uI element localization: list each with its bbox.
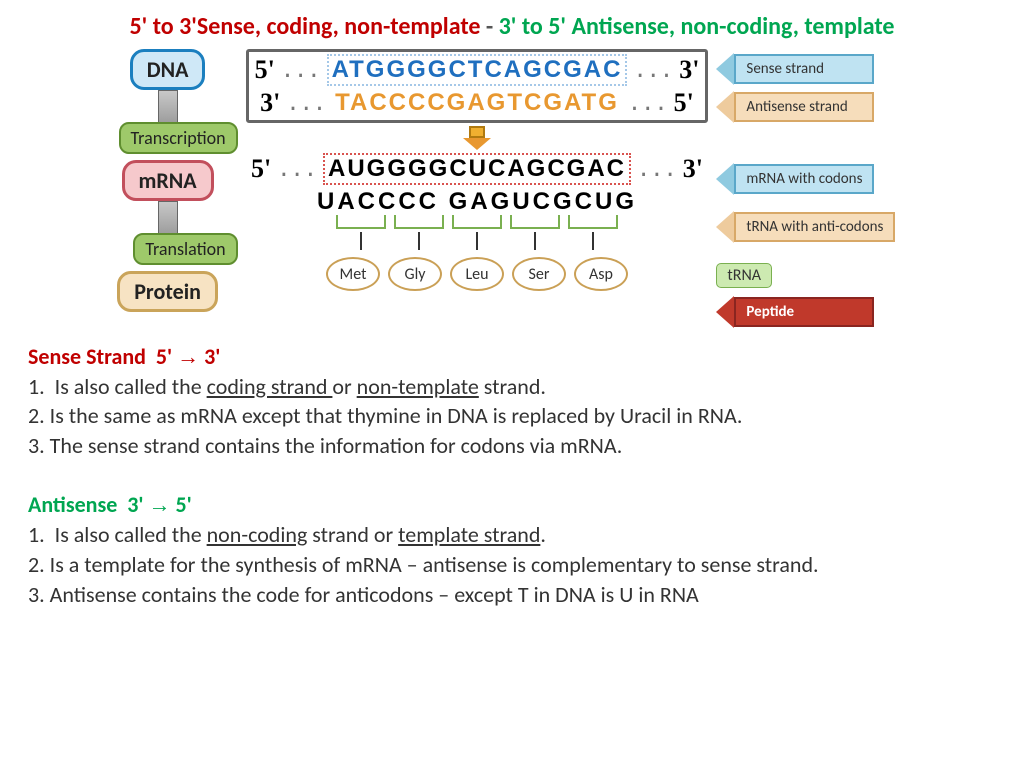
title-dash: - <box>480 12 498 41</box>
sequence-column: 5' ... ATGGGGCTCAGCGAC ... 3' 3' ... TAC… <box>246 49 709 291</box>
antisense-heading: Antisense 3' → 5' <box>28 490 996 520</box>
title-left: 5' to 3'Sense, coding, non-template <box>130 12 481 41</box>
amino-row: Met Gly Leu Ser Asp <box>326 257 628 291</box>
flow-column: DNA Transcription mRNA Translation Prote… <box>98 49 238 312</box>
mrna-sequence: AUGGGGCUCAGCGAC <box>323 153 631 185</box>
list-item: 1. Is also called the coding strand or n… <box>28 372 996 402</box>
legend-column: Sense strand Antisense strand mRNA with … <box>716 49 926 328</box>
antisense-sequence: TACCCCGAGTCGATG <box>332 89 622 117</box>
five-prime: 5' <box>255 55 275 85</box>
amino-acid: Leu <box>450 257 504 291</box>
stem-row <box>336 232 618 250</box>
antisense-strand-arrow: Antisense strand <box>716 91 874 123</box>
amino-acid: Asp <box>574 257 628 291</box>
amino-acid: Met <box>326 257 380 291</box>
list-item: 3. The sense strand contains the informa… <box>28 431 996 461</box>
list-item: 2. Is the same as mRNA except that thymi… <box>28 401 996 431</box>
three-prime: 3' <box>260 88 280 118</box>
protein-label: Protein <box>117 271 218 312</box>
trna-anticodons-arrow: tRNA with anti-codons <box>716 211 895 243</box>
five-prime: 5' <box>674 88 694 118</box>
diagram: DNA Transcription mRNA Translation Prote… <box>28 49 996 328</box>
peptide-arrow: Peptide <box>716 296 874 328</box>
list-item: 3. Antisense contains the code for antic… <box>28 580 996 610</box>
dna-strand-box: 5' ... ATGGGGCTCAGCGAC ... 3' 3' ... TAC… <box>246 49 709 123</box>
three-prime: 3' <box>679 55 699 85</box>
list-item: 2. Is a template for the synthesis of mR… <box>28 550 996 580</box>
dna-label: DNA <box>130 49 206 90</box>
amino-acid: Ser <box>512 257 566 291</box>
mrna-codons-arrow: mRNA with codons <box>716 163 874 195</box>
notes: Sense Strand 5' → 3' 1. Is also called t… <box>28 342 996 609</box>
list-item: 1. Is also called the non-coding strand … <box>28 520 996 550</box>
title-right: 3' to 5' Antisense, non-coding, template <box>499 12 895 41</box>
sense-list: 1. Is also called the coding strand or n… <box>28 372 996 461</box>
transcription-label: Transcription <box>119 122 238 154</box>
amino-acid: Gly <box>388 257 442 291</box>
page-title: 5' to 3'Sense, coding, non-template - 3'… <box>28 12 996 41</box>
bracket-row <box>336 215 618 229</box>
antisense-list: 1. Is also called the non-coding strand … <box>28 520 996 609</box>
arrow-down-icon <box>463 126 491 150</box>
sense-strand-arrow: Sense strand <box>716 53 874 85</box>
translation-label: Translation <box>133 233 237 265</box>
trna-sequence: UACCCC GAGUCGCUG <box>314 188 640 216</box>
sense-sequence: ATGGGGCTCAGCGAC <box>327 54 628 86</box>
mrna-label: mRNA <box>122 160 214 201</box>
trna-tag: tRNA <box>716 263 772 288</box>
sense-heading: Sense Strand 5' → 3' <box>28 342 996 372</box>
